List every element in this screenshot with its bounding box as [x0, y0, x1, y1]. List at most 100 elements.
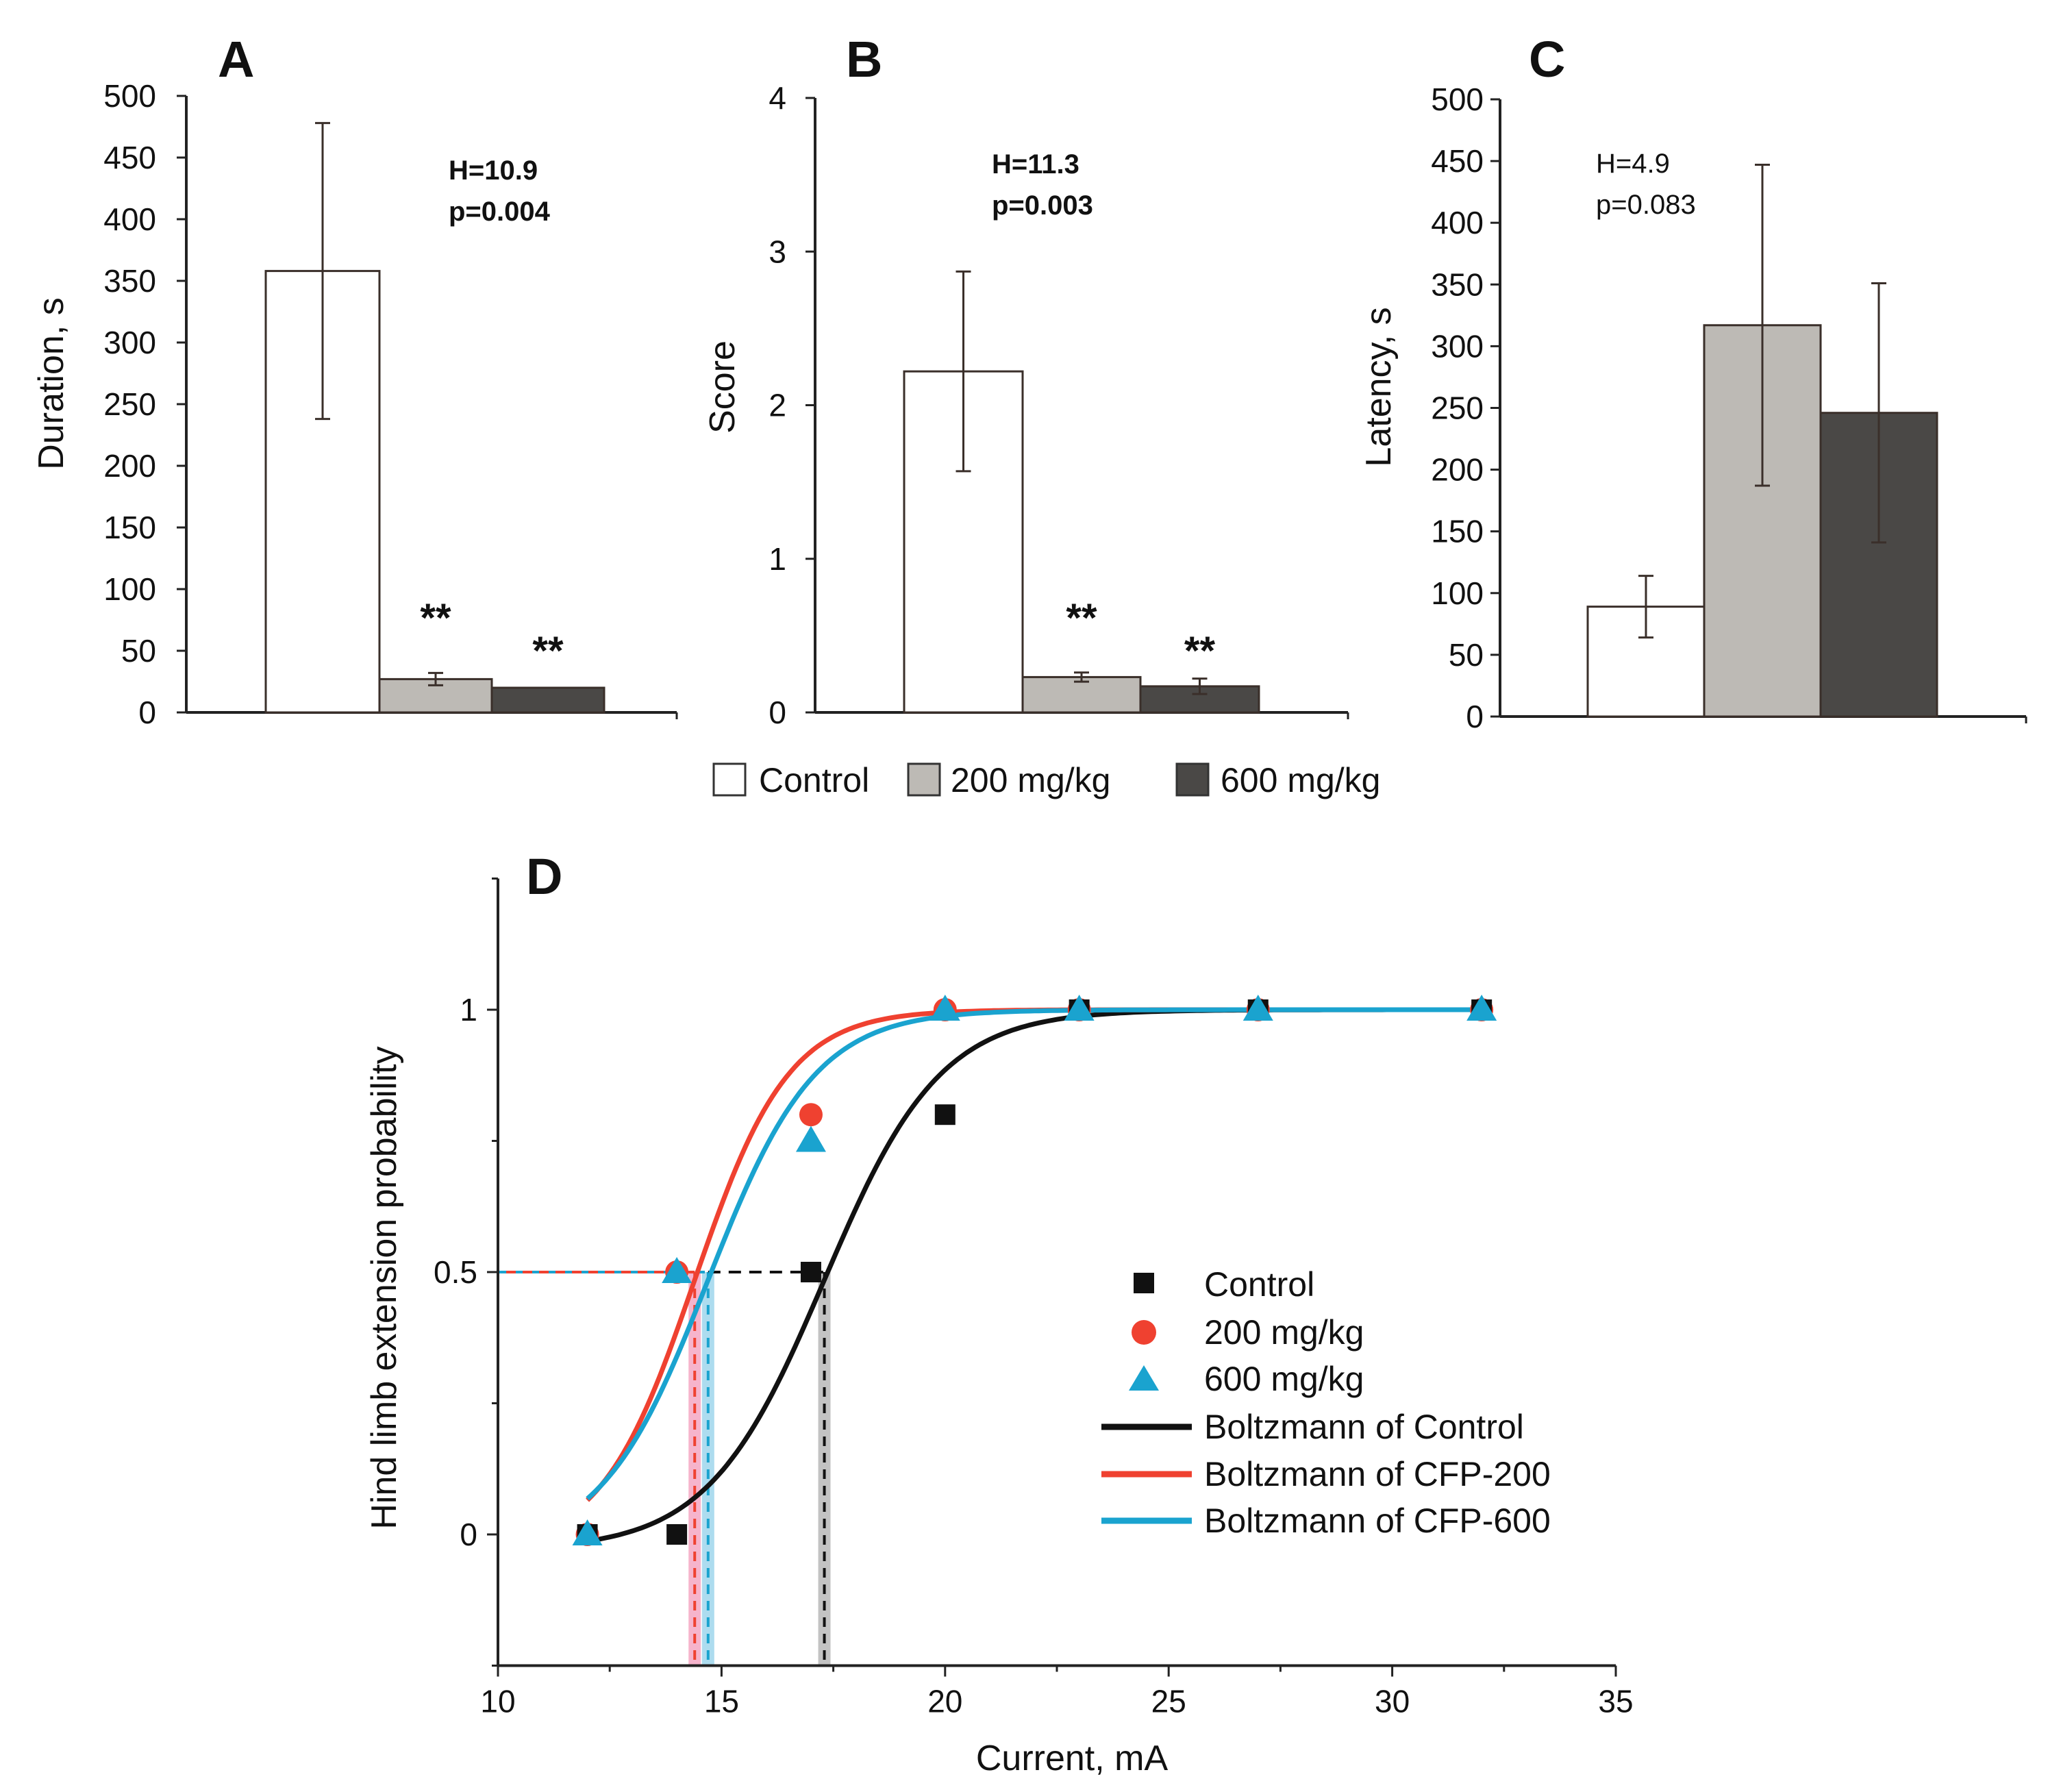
y-tick-label: 500 — [103, 78, 156, 114]
panel-d-legend: Control 200 mg/kg 600 mg/kg Boltzmann of… — [1101, 1265, 1551, 1540]
y-tick-label: 400 — [1431, 205, 1484, 240]
legend-d-boltz-200: Boltzmann of CFP-200 — [1204, 1455, 1551, 1493]
y-tick-label: 50 — [121, 633, 156, 669]
panel-d-letter: D — [526, 848, 562, 905]
legend-d-600: 600 mg/kg — [1204, 1360, 1364, 1398]
legend-d-200: 200 mg/kg — [1204, 1313, 1364, 1352]
legend-swatch-600 — [1175, 762, 1210, 797]
legend-swatch-control — [712, 762, 747, 797]
d-x-tick-label: 25 — [1151, 1684, 1186, 1719]
panel-b-bars: ** ** — [903, 270, 1260, 714]
panel-a-ticks: 0 50 100 150 200 250 300 350 400 450 500 — [103, 78, 678, 730]
panel-a-stat-p: p=0.004 — [449, 197, 551, 227]
significance-stars: ** — [1066, 596, 1097, 640]
legend-marker-600 — [1129, 1365, 1159, 1391]
legend-d-boltz-600: Boltzmann of CFP-600 — [1204, 1502, 1551, 1540]
panel-a-ylabel: Duration, s — [32, 297, 71, 469]
legend-label-200: 200 mg/kg — [951, 761, 1110, 799]
significance-stars: ** — [420, 596, 451, 640]
panel-b: B Score 0 1 2 3 4 ** ** H=11.3 p=0.003 — [703, 31, 1349, 730]
panel-c-stat-p: p=0.083 — [1596, 190, 1696, 220]
y-tick-label: 350 — [1431, 266, 1484, 302]
y-tick-label: 0 — [1466, 699, 1484, 734]
d-y-tick-label: 0 — [460, 1517, 477, 1552]
ed50-band — [701, 1272, 714, 1666]
panel-a-stat-h: H=10.9 — [449, 155, 538, 186]
y-tick-label: 150 — [103, 510, 156, 545]
ed50-guides — [498, 1271, 826, 1666]
y-tick-label: 1 — [769, 541, 786, 577]
panel-b-stat-p: p=0.003 — [992, 190, 1093, 221]
y-tick-label: 350 — [103, 263, 156, 299]
panel-a-bars: ** ** — [264, 122, 605, 714]
panel-a-letter: A — [218, 31, 254, 88]
panel-d-ylabel: Hind limb extension probability — [364, 1046, 404, 1529]
d-x-tick-label: 15 — [704, 1684, 739, 1719]
bar — [490, 686, 605, 714]
bar-legend: Control 200 mg/kg 600 mg/kg — [712, 761, 1380, 799]
y-tick-label: 500 — [1431, 82, 1484, 117]
panel-c: C Latency, s 0 50 100 150 200 250 300 350 400 450… — [1359, 31, 2027, 734]
marker-600 — [1242, 995, 1273, 1021]
panel-d-xlabel: Current, mA — [976, 1739, 1169, 1778]
d-y-tick-label: 0.5 — [434, 1254, 477, 1290]
y-tick-label: 300 — [103, 325, 156, 360]
legend-label-600: 600 mg/kg — [1221, 761, 1380, 799]
d-y-tick-label: 1 — [460, 992, 477, 1028]
y-tick-label: 2 — [769, 388, 786, 423]
marker-600 — [1466, 995, 1497, 1021]
panel-b-letter: B — [846, 31, 882, 88]
ed50-band — [818, 1272, 831, 1666]
d-x-tick-label: 10 — [480, 1684, 515, 1719]
y-tick-label: 100 — [103, 571, 156, 607]
d-x-tick-label: 35 — [1598, 1684, 1633, 1719]
marker-control — [934, 1104, 956, 1125]
ed50-band — [688, 1272, 701, 1666]
panel-a: A Duration, s 0 50 100 150 200 250 300 350 400 45… — [32, 31, 678, 730]
panel-c-ylabel: Latency, s — [1359, 307, 1399, 466]
marker-600 — [572, 1519, 603, 1545]
panel-d-axes: 10 15 20 25 30 35 0 0.5 1 — [434, 878, 1634, 1719]
panel-d: D 10 15 20 25 30 35 0 0.5 1 Current, mA Hind lim… — [364, 848, 1634, 1778]
legend-d-control: Control — [1204, 1265, 1314, 1304]
legend-label-control: Control — [759, 761, 869, 799]
panel-c-stat-h: H=4.9 — [1596, 149, 1670, 179]
y-tick-label: 300 — [1431, 328, 1484, 364]
y-tick-label: 50 — [1449, 637, 1484, 673]
marker-600 — [1064, 995, 1095, 1021]
marker-600 — [795, 1125, 826, 1152]
panel-c-letter: C — [1529, 31, 1565, 88]
marker-control — [800, 1262, 821, 1282]
y-tick-label: 200 — [103, 448, 156, 484]
marker-200 — [799, 1103, 823, 1127]
panel-c-bars — [1586, 164, 1938, 718]
y-tick-label: 0 — [138, 695, 156, 730]
marker-control — [666, 1524, 688, 1545]
ed50-bands — [688, 1272, 831, 1666]
legend-marker-200 — [1132, 1320, 1156, 1345]
y-tick-label: 150 — [1431, 514, 1484, 549]
y-tick-label: 450 — [103, 140, 156, 175]
significance-stars: ** — [1184, 629, 1216, 673]
legend-marker-control — [1134, 1273, 1154, 1293]
boltzmann-curve — [586, 1007, 1491, 1501]
d-x-tick-label: 30 — [1375, 1684, 1410, 1719]
y-tick-label: 100 — [1431, 575, 1484, 611]
d-x-tick-label: 20 — [927, 1684, 962, 1719]
y-tick-label: 400 — [103, 201, 156, 237]
boltzmann-curves — [586, 1007, 1491, 1544]
marker-600 — [929, 995, 960, 1021]
y-tick-label: 250 — [103, 386, 156, 422]
bar — [1021, 675, 1142, 714]
legend-swatch-200 — [907, 762, 941, 797]
significance-stars: ** — [532, 629, 564, 673]
y-tick-label: 3 — [769, 234, 786, 269]
y-tick-label: 0 — [769, 695, 786, 730]
y-tick-label: 200 — [1431, 452, 1484, 488]
marker-600 — [662, 1257, 692, 1283]
panel-b-stat-h: H=11.3 — [992, 149, 1079, 179]
data-markers — [572, 995, 1497, 1546]
panel-b-ylabel: Score — [703, 340, 742, 434]
legend-d-boltz-control: Boltzmann of Control — [1204, 1408, 1524, 1446]
